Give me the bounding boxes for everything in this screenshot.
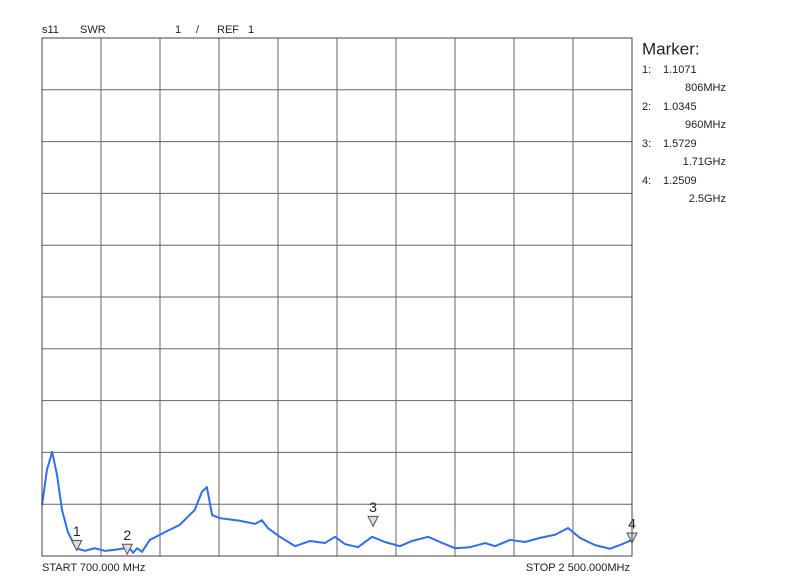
trace [41, 450, 633, 554]
marker-tag: 2 [123, 527, 131, 543]
marker-freq: 806MHz [685, 82, 726, 94]
stop-label: STOP 2 500.000MHz [526, 562, 630, 574]
marker-index: 4: [642, 175, 651, 187]
format-label: SWR [80, 24, 106, 36]
marker-index: 3: [642, 138, 651, 150]
start-label: START 700.000 MHz [42, 562, 145, 574]
marker-value: 1.5729 [663, 138, 697, 150]
marker-freq: 1.71GHz [683, 156, 726, 168]
ref-value: 1 [248, 24, 254, 36]
marker-value: 1.0345 [663, 101, 697, 113]
marker-triangle [70, 539, 83, 552]
scale-label: 1 [175, 24, 181, 36]
marker-index: 2: [642, 101, 651, 113]
marker-triangle [121, 543, 134, 556]
marker-tag: 3 [369, 499, 377, 515]
marker-tag: 1 [73, 523, 81, 539]
marker-title: Marker: [642, 39, 700, 58]
marker-value: 1.2509 [663, 175, 697, 187]
marker-freq: 960MHz [685, 119, 726, 131]
divider-label: / [196, 24, 200, 36]
marker-freq: 2.5GHz [689, 193, 726, 205]
marker-value: 1.1071 [663, 64, 697, 76]
marker-triangle [367, 515, 379, 528]
ref-label: REF [217, 24, 239, 36]
param-label: s11 [42, 24, 59, 36]
plot-border [41, 37, 633, 557]
marker-index: 1: [642, 64, 651, 76]
